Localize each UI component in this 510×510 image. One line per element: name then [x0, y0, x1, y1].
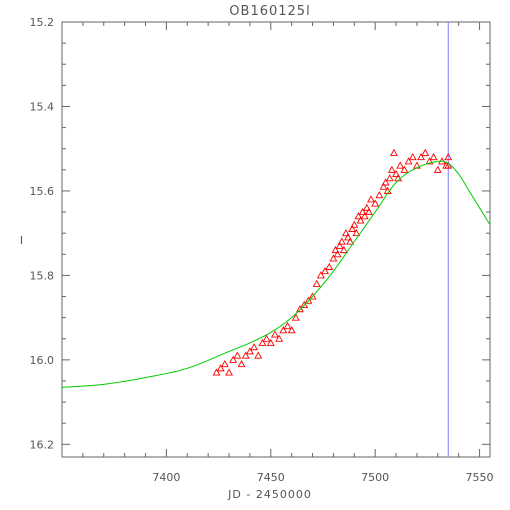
data-point: [225, 368, 233, 376]
data-point: [348, 224, 357, 232]
data-point: [360, 212, 369, 220]
data-point: [425, 157, 434, 165]
data-point: [396, 161, 405, 169]
data-point: [400, 165, 409, 173]
data-point: [283, 321, 292, 330]
data-points: [212, 148, 453, 376]
y-tick-label: 15.4: [30, 100, 55, 113]
data-point: [325, 262, 334, 270]
data-point: [229, 355, 238, 363]
data-point: [212, 368, 221, 376]
data-point: [300, 300, 309, 308]
data-point: [362, 203, 371, 211]
data-point: [321, 267, 330, 275]
data-point: [291, 313, 300, 321]
data-point: [270, 330, 279, 338]
plot-frame: [61, 21, 491, 458]
data-point: [444, 161, 453, 169]
data-point: [335, 241, 344, 249]
data-point: [241, 351, 250, 359]
data-point: [262, 334, 271, 342]
y-tick-label: 16.2: [30, 438, 55, 451]
data-point: [331, 245, 340, 254]
data-point: [329, 254, 338, 262]
data-point: [254, 351, 263, 359]
y-tick-labels: 15.2 15.4 15.6 15.8 16.0 16.2: [30, 16, 55, 451]
data-point: [275, 334, 284, 342]
data-point: [392, 169, 401, 178]
data-point: [352, 229, 361, 237]
data-point: [358, 207, 367, 216]
data-point: [381, 178, 390, 186]
data-point: [220, 359, 229, 368]
data-point: [216, 364, 225, 372]
data-point: [367, 195, 375, 203]
model-curve: [61, 160, 491, 388]
data-point: [429, 153, 438, 161]
data-point: [266, 338, 275, 346]
data-point: [250, 343, 259, 351]
data-point: [337, 237, 346, 245]
data-point: [316, 271, 325, 279]
data-point: [333, 250, 342, 258]
y-axis-label: I: [20, 234, 24, 247]
axis-ticks: [61, 21, 490, 457]
data-point: [346, 237, 355, 245]
data-point: [233, 351, 242, 359]
data-point: [356, 216, 365, 224]
data-point: [312, 279, 321, 287]
data-point: [387, 165, 396, 173]
x-tick-label: 7400: [152, 471, 180, 484]
x-tick-labels: 7400 7450 7500 7550: [152, 471, 493, 484]
data-point: [304, 296, 313, 304]
y-tick-label: 15.2: [30, 16, 55, 29]
x-tick-label: 7550: [466, 471, 494, 484]
data-point: [258, 338, 267, 346]
data-point: [444, 153, 453, 161]
data-point: [354, 212, 363, 220]
data-point: [408, 153, 417, 161]
data-point: [308, 292, 317, 300]
data-point: [245, 347, 254, 355]
data-point: [341, 229, 350, 237]
y-tick-label: 15.6: [30, 185, 55, 198]
data-point: [433, 165, 442, 173]
x-axis-label: JD - 2450000: [227, 488, 312, 501]
data-point: [389, 148, 398, 156]
data-point: [287, 326, 296, 334]
data-point: [237, 359, 246, 368]
data-point: [417, 153, 426, 161]
data-point: [379, 182, 388, 190]
y-tick-label: 16.0: [30, 354, 55, 367]
data-point: [279, 326, 288, 334]
data-point: [364, 207, 373, 216]
data-point: [421, 148, 430, 156]
y-tick-label: 15.8: [30, 269, 55, 282]
data-point: [371, 199, 380, 207]
data-point: [375, 191, 384, 199]
data-point: [344, 233, 352, 241]
data-point: [385, 174, 394, 182]
data-point: [339, 245, 348, 254]
data-point: [404, 157, 413, 165]
chart-title: OB160125l: [229, 4, 310, 19]
x-tick-label: 7450: [257, 471, 285, 484]
x-tick-label: 7500: [361, 471, 389, 484]
data-point: [350, 220, 359, 228]
